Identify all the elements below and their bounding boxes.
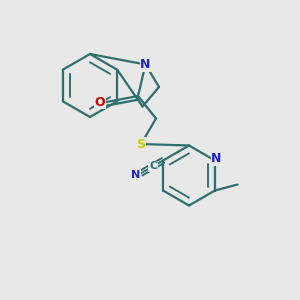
Text: C: C [149,161,157,171]
Text: O: O [94,95,105,109]
Text: N: N [211,152,222,166]
Text: S: S [136,137,146,151]
Text: N: N [131,170,140,180]
Text: N: N [140,58,151,71]
